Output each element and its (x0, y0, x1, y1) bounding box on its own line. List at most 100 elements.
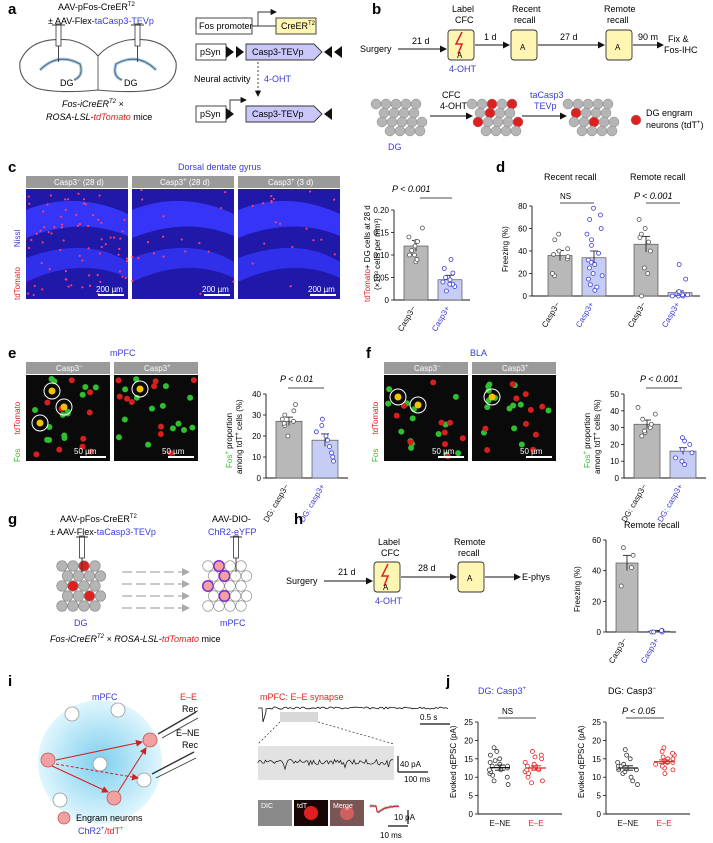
data-point (615, 760, 621, 765)
colocalized-ring (389, 388, 407, 406)
i-dic: DIC (261, 803, 273, 810)
tdtomato-cell (125, 257, 129, 260)
tdtomato-cell (41, 241, 44, 244)
b-tevp: TEVp (534, 101, 557, 111)
cell (582, 98, 594, 110)
colocalized-cell (414, 401, 422, 409)
data-point (620, 545, 626, 551)
cell (207, 570, 220, 582)
fos-cell (79, 391, 86, 398)
colocalized-ring (483, 388, 501, 406)
b-box-a2: A (520, 43, 526, 52)
data-point (447, 281, 453, 287)
cell (78, 600, 90, 612)
y-tick-label: 0 (385, 296, 390, 305)
y-tick-label: 40 (252, 390, 261, 399)
tdt-cell (115, 377, 122, 384)
cell (229, 570, 242, 582)
cell (370, 98, 382, 110)
b-1d: 1 d (484, 32, 497, 42)
data-point (646, 239, 651, 245)
granule-layer (26, 200, 128, 238)
fos-cell (518, 441, 525, 448)
data-point (689, 450, 695, 456)
b-27d: 27 d (560, 32, 578, 42)
data-point (651, 629, 657, 635)
e-e-connection (117, 747, 147, 793)
x-tick-label: DG: casp3+ (656, 482, 685, 524)
data-point (621, 761, 627, 767)
data-point (450, 270, 456, 276)
i-ene: E–NE (176, 728, 200, 738)
cell (484, 107, 496, 119)
cell (406, 116, 418, 128)
tdtomato-cell (320, 238, 323, 241)
granule-layer (132, 247, 234, 282)
colocalized-ring (31, 414, 49, 432)
tdtomato-cell (125, 260, 129, 263)
data-point (293, 402, 298, 407)
tdtomato-cell (220, 206, 223, 210)
data-point (676, 262, 682, 267)
qepsc-mean-trace (370, 805, 400, 813)
cell (376, 116, 388, 128)
y-tick-label: 10 (252, 453, 261, 462)
y-tick-label: 5 (469, 792, 474, 801)
data-point (407, 252, 412, 258)
j-ns: NS (502, 707, 513, 716)
fos-cell (115, 434, 122, 441)
cell (83, 590, 96, 602)
cell (67, 580, 79, 592)
fos-cell (61, 432, 68, 439)
data-point (592, 287, 598, 293)
h-label: Label (378, 537, 400, 547)
tdtomato-cell (82, 198, 86, 201)
y-tick-label: 40 (592, 567, 601, 576)
b-fix: Fix & (668, 34, 689, 44)
cell (504, 107, 516, 119)
fos-cell (169, 425, 176, 432)
tdtomato-cell (60, 226, 63, 229)
tdt-cell (44, 399, 51, 406)
cell (490, 125, 502, 137)
tdt-cell (522, 391, 529, 398)
tdt-cell (79, 443, 86, 450)
b-box-remote (605, 29, 633, 61)
tdtomato-cell (333, 198, 336, 201)
granule-layer (238, 247, 340, 282)
data-point (538, 752, 544, 758)
b-tacasp: taCasp3 (530, 90, 564, 100)
y-tick-label: 20 (252, 432, 261, 441)
tdtomato-cell (75, 213, 78, 216)
tdt-cell (56, 446, 63, 453)
g-mpfc: mPFC (220, 618, 246, 628)
tdtomato-cell (119, 237, 122, 240)
b-remote-2: recall (607, 15, 629, 25)
cell (486, 98, 498, 110)
e-tab-1 (26, 362, 110, 374)
panel-a-letter: a (8, 1, 17, 18)
tdtomato-cell (137, 256, 140, 260)
tdt-cell (87, 448, 94, 455)
tdtomato-cell (96, 273, 99, 277)
cell (218, 589, 231, 603)
c-pvalue: P < 0.001 (392, 184, 430, 194)
chart-j1: 0 5 10 15 20 25 E–NE E–E (464, 717, 562, 828)
chart-j2: 0 5 10 15 20 25 E–NE E–E (592, 717, 690, 828)
h-ylabel: Freezing (%) (573, 566, 582, 612)
cell (562, 98, 574, 110)
casp-fwd-label: Casp3-TEVp (252, 109, 304, 119)
tdtomato-cell (88, 274, 91, 277)
brain-diagram (19, 23, 177, 93)
cell (61, 570, 74, 582)
data-point (660, 754, 666, 760)
data-point (327, 444, 332, 449)
tdt-cell (87, 389, 94, 396)
h-box-remote (457, 561, 485, 593)
tdtomato-cell (274, 221, 277, 224)
e-tab-2 (114, 362, 198, 374)
tdt-cell (151, 383, 158, 390)
tdt-cell (124, 395, 131, 402)
cell (61, 590, 74, 602)
data-point (415, 239, 420, 244)
